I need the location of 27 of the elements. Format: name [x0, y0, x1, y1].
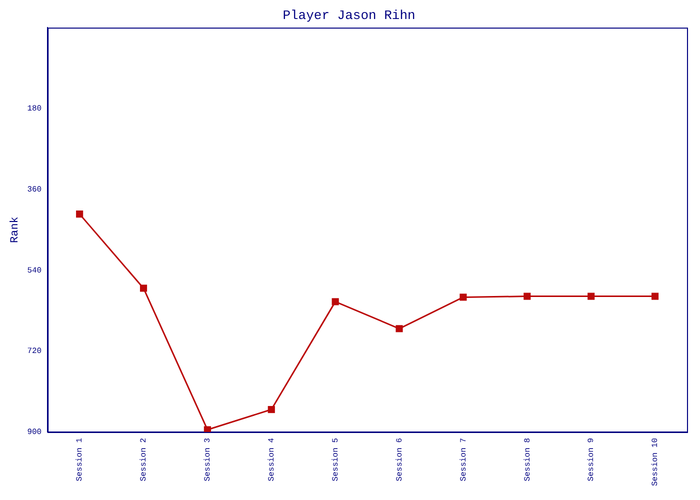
x-tick-label: Session 7: [459, 438, 468, 482]
y-axis-title: Rank: [10, 216, 22, 243]
x-tick-label: Session 2: [140, 438, 149, 482]
x-tick-label: Session 1: [76, 438, 85, 482]
point: [204, 426, 211, 432]
y-tick-label: 180: [27, 104, 42, 114]
point: [268, 406, 275, 414]
point: [651, 292, 659, 300]
point: [76, 210, 84, 218]
point: [524, 292, 531, 300]
point: [396, 325, 403, 332]
point: [140, 284, 148, 292]
chart-title: Player Jason Rihn: [282, 8, 416, 24]
y-tick-label: 540: [27, 266, 42, 276]
y-tick-label: 360: [27, 185, 42, 194]
point: [588, 292, 595, 300]
x-tick-label: Session 9: [587, 438, 596, 482]
point: [460, 294, 467, 301]
x-tick-label: Session 4: [268, 438, 277, 482]
y-tick-label: 900: [27, 428, 42, 438]
x-tick-label: Session 10: [651, 438, 660, 486]
x-tick-label: Session 3: [204, 438, 213, 482]
y-tick-label: 720: [27, 347, 42, 356]
point: [332, 298, 339, 306]
x-tick-label: Session 6: [395, 438, 404, 482]
x-tick-label: Session 8: [523, 438, 532, 482]
x-tick-label: Session 5: [331, 438, 340, 482]
